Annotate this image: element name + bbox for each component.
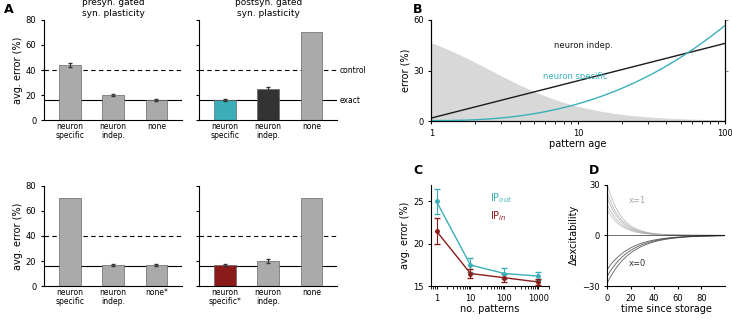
Bar: [146, 100, 167, 120]
Bar: [102, 95, 124, 120]
Bar: [301, 32, 322, 120]
Y-axis label: error (%): error (%): [400, 49, 410, 92]
Bar: [258, 261, 279, 286]
Bar: [214, 100, 236, 120]
Y-axis label: Δexcitability: Δexcitability: [569, 205, 579, 266]
Y-axis label: avg. error (%): avg. error (%): [400, 202, 411, 269]
Text: IP$_{in}$: IP$_{in}$: [490, 209, 507, 223]
Title: postsyn. gated
syn. plasticity: postsyn. gated syn. plasticity: [234, 0, 302, 17]
Bar: [301, 198, 322, 286]
Text: D: D: [589, 164, 600, 178]
Text: control: control: [340, 65, 367, 75]
Text: B: B: [413, 3, 422, 16]
Y-axis label: avg. error (%): avg. error (%): [13, 202, 23, 270]
Text: exact: exact: [340, 96, 361, 105]
Title: presyn. gated
syn. plasticity: presyn. gated syn. plasticity: [82, 0, 144, 17]
Text: neuron specific: neuron specific: [542, 72, 608, 81]
X-axis label: no. patterns: no. patterns: [460, 304, 520, 314]
Text: IP$_{out}$: IP$_{out}$: [490, 191, 512, 205]
Text: x=1: x=1: [629, 196, 646, 205]
Bar: [59, 65, 81, 120]
Text: A: A: [4, 3, 13, 16]
Bar: [59, 198, 81, 286]
Text: neuron indep.: neuron indep.: [555, 41, 613, 50]
X-axis label: time since storage: time since storage: [621, 304, 712, 314]
X-axis label: pattern age: pattern age: [549, 139, 607, 149]
Bar: [102, 265, 124, 286]
Y-axis label: avg. error (%): avg. error (%): [13, 36, 23, 104]
Bar: [258, 89, 279, 120]
Bar: [214, 265, 236, 286]
Text: C: C: [413, 164, 422, 178]
Bar: [146, 265, 167, 286]
Text: x=0: x=0: [629, 259, 646, 268]
